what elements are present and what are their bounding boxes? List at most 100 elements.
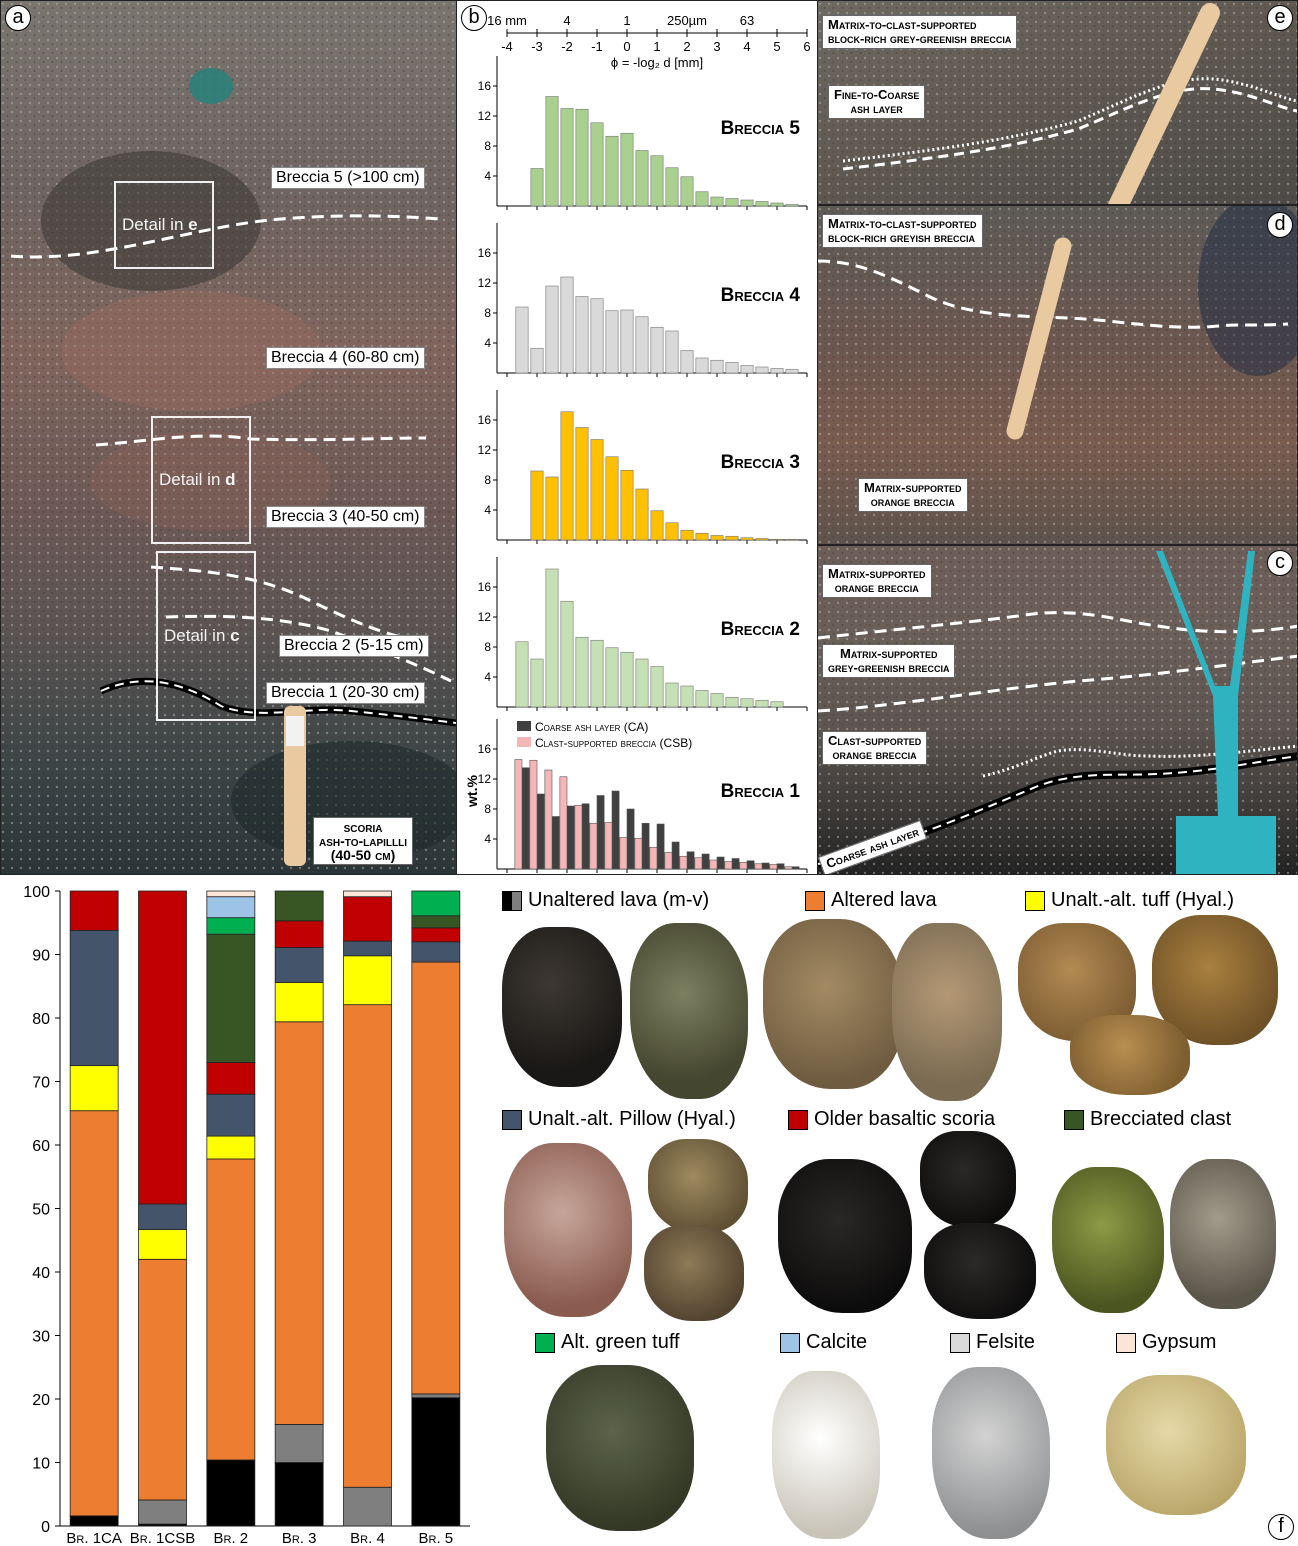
stack-segment-brecciated-clast xyxy=(411,915,461,929)
stack-segment-felsite xyxy=(138,1499,187,1525)
stack-segment-altered-lava xyxy=(274,1021,324,1425)
stack-segment-altered-lava xyxy=(411,961,461,1395)
breccia-1-bar-s0 xyxy=(626,808,635,870)
specimen-altered-lava-1 xyxy=(763,919,903,1089)
specimen-green-tuff xyxy=(546,1365,694,1531)
stack-segment-altered-lava xyxy=(138,1258,187,1501)
panel-b-label: b xyxy=(461,5,487,31)
breccia-1-bar-s0 xyxy=(596,795,605,870)
breccia-4-bar xyxy=(530,347,544,374)
unit-label-breccia-3: Breccia 3 (40-50 cm) xyxy=(266,506,425,528)
legend-brecciated-clast-label: Brecciated clast xyxy=(1090,1108,1232,1130)
specimen-tuff-2 xyxy=(1152,915,1278,1045)
breccia-4-bar xyxy=(770,368,784,374)
breccia-5-y-tick-label: 4 xyxy=(484,169,491,183)
breccia-1-bar-s1 xyxy=(514,759,523,870)
breccia-5-bar xyxy=(530,168,544,207)
stack-segment-unalt-alt-tuff-hyal- xyxy=(274,982,324,1023)
stack-category-label: Br. 3 xyxy=(282,1530,317,1546)
breccia-4-bar xyxy=(575,296,589,374)
stack-y-tick-label: 50 xyxy=(32,1202,50,1219)
breccia-5-bar xyxy=(650,155,664,207)
panel-c-caption-grey: Matrix-supported grey-greenish breccia xyxy=(822,644,956,678)
specimen-unaltered-lava-1 xyxy=(502,927,622,1087)
unit-label-breccia-1: Breccia 1 (20-30 cm) xyxy=(266,682,425,704)
phi-tick-label: -3 xyxy=(531,39,543,54)
phi-tick-label: -4 xyxy=(501,39,513,54)
breccia-2-bar xyxy=(710,693,724,708)
stack-y-tick-label: 90 xyxy=(32,948,50,965)
panel-f-label: f xyxy=(1268,1514,1294,1540)
breccia-1-bar-s0 xyxy=(611,790,620,870)
legend-green-tuff-swatch xyxy=(535,1332,555,1353)
panel-e-label: e xyxy=(1267,5,1293,31)
legend-scoria-swatch xyxy=(788,1109,808,1130)
breccia-4-title: Breccia 4 xyxy=(721,285,801,306)
stack-category-label: Br. 1CA xyxy=(66,1530,121,1546)
legend-green-tuff-label: Alt. green tuff xyxy=(561,1331,680,1353)
breccia-3-bar xyxy=(695,532,709,541)
detail-c-prefix: Detail in xyxy=(164,626,231,645)
breccia-3-bar xyxy=(650,510,664,541)
top-axis-label: 4 xyxy=(563,13,570,28)
breccia-1-title: Breccia 1 xyxy=(721,781,801,802)
panel-a-label: a xyxy=(5,5,31,31)
phi-tick-label: 2 xyxy=(683,39,690,54)
breccia-1-bar-s1 xyxy=(529,759,538,870)
breccia-5-bar xyxy=(755,201,769,207)
stack-segment-felsite xyxy=(343,1486,392,1527)
legend-pillow-label: Unalt.-alt. Pillow (Hyal.) xyxy=(528,1108,736,1130)
breccia-1-bar-s0 xyxy=(641,822,650,870)
specimen-pillow-1 xyxy=(504,1143,632,1317)
breccia-1-bar-s0 xyxy=(716,856,725,870)
breccia-1-bar-s0 xyxy=(581,803,590,870)
breccia-2-y-tick-label: 8 xyxy=(484,640,491,654)
breccia-3-bar xyxy=(740,537,754,541)
stack-segment-unalt-alt-pillow-hyal- xyxy=(274,947,324,983)
panel-d-photo: Matrix-to-clast-supported block-rich gre… xyxy=(817,205,1298,545)
breccia-5-bar xyxy=(680,176,694,207)
stack-segment-unaltered-lava-m-v- xyxy=(274,1462,324,1527)
top-axis-label: 63 xyxy=(740,13,754,28)
stack-segment-gypsum xyxy=(206,890,256,898)
breccia-2-y-tick-label: 4 xyxy=(484,670,491,684)
stack-y-tick-label: 0 xyxy=(41,1519,50,1536)
stack-category-label: Br. 2 xyxy=(214,1530,249,1546)
stack-y-tick-label: 100 xyxy=(23,884,50,901)
phi-tick-label: 5 xyxy=(773,39,780,54)
breccia-5-bar xyxy=(590,122,604,207)
specimen-calcite xyxy=(772,1371,880,1539)
breccia-2-bar xyxy=(590,639,604,708)
breccia-1-bar-s0 xyxy=(776,863,785,870)
detail-box-e: Detail in e xyxy=(114,181,214,269)
breccia-2-bar xyxy=(770,701,784,708)
stack-segment-unalt-alt-pillow-hyal- xyxy=(343,940,392,957)
breccia-4-bar xyxy=(725,362,739,374)
histogram-stack: 16 mm 4 1 250µm 63-4 -3 -2 -1 0 1 2 3 4 5 6ϕ = -log₂ d… xyxy=(464,13,811,873)
stack-segment-brecciated-clast xyxy=(206,933,256,1063)
panel-a-outcrop-photo: a Detail in e Detail in d Detail in c Br… xyxy=(0,0,457,875)
breccia-5-y-tick-label: 8 xyxy=(484,139,491,153)
breccia-4-y-tick-label: 16 xyxy=(478,246,492,260)
phi-tick-label: 4 xyxy=(743,39,750,54)
breccia-4-bar xyxy=(635,316,649,374)
breccia-5-y-tick-label: 12 xyxy=(478,109,492,123)
detail-box-c: Detail in c xyxy=(156,551,256,721)
breccia-1-bar-s0 xyxy=(521,767,530,870)
stack-segment-unalt-alt-pillow-hyal- xyxy=(411,941,461,963)
legend-tuff-label: Unalt.-alt. tuff (Hyal.) xyxy=(1051,889,1235,911)
breccia-3-title: Breccia 3 xyxy=(721,452,800,473)
specimen-gypsum xyxy=(1106,1375,1246,1515)
breccia-5-bar xyxy=(770,202,784,207)
breccia-4-y-tick-label: 8 xyxy=(484,306,491,320)
breccia-4-bar xyxy=(515,306,529,374)
breccia-5-bar xyxy=(695,191,709,207)
legend-scoria-label: Older basaltic scoria xyxy=(814,1108,996,1130)
legend-brecciated-clast: Brecciated clast xyxy=(1064,1108,1231,1131)
legend-gypsum-label: Gypsum xyxy=(1142,1331,1217,1353)
panel-d-label: d xyxy=(1267,212,1293,238)
breccia-1-bar-s1 xyxy=(709,859,718,870)
breccia-1-bar-s1 xyxy=(589,822,598,870)
breccia-1-bar-s0 xyxy=(656,823,665,870)
specimen-pillow-3 xyxy=(644,1225,744,1321)
